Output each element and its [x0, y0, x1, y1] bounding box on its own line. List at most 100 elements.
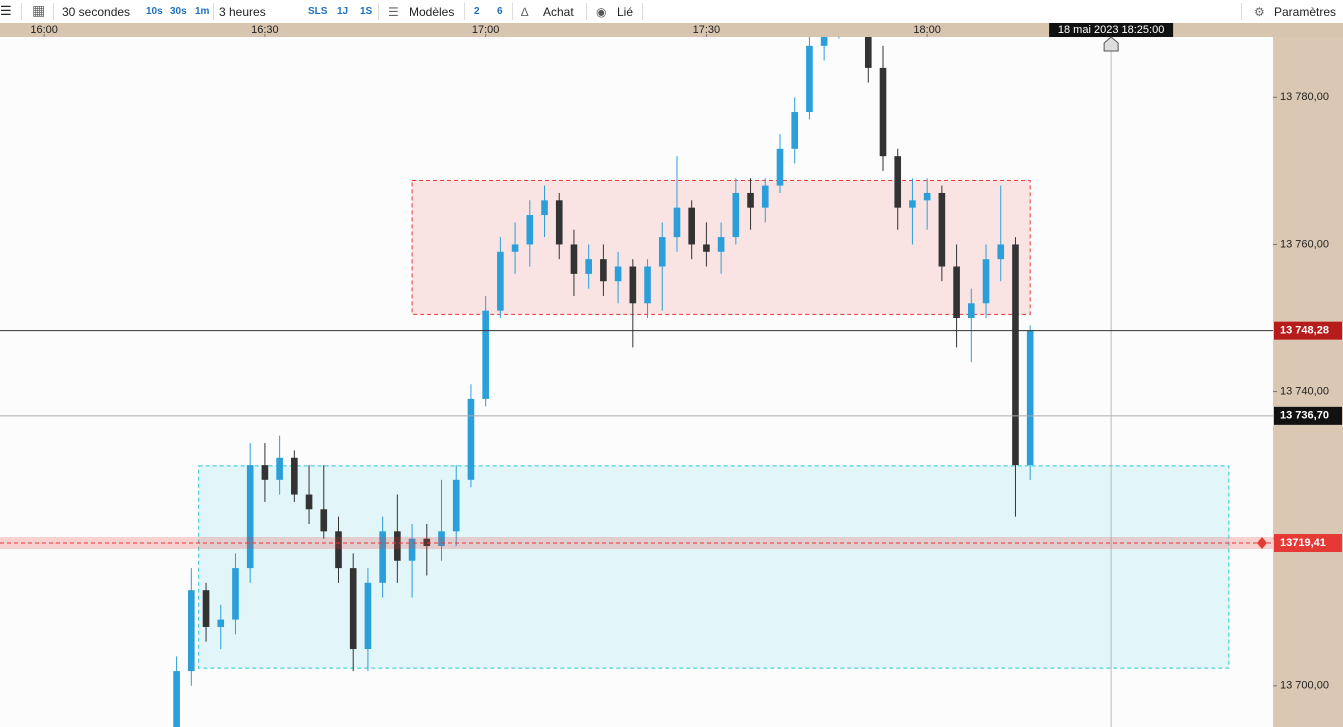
- time-axis: [0, 23, 1343, 37]
- x-tick-label: 17:00: [472, 24, 500, 36]
- candle-body: [658, 237, 666, 267]
- candle-body: [967, 303, 975, 319]
- candle-body: [452, 479, 460, 532]
- toolbar: ☰ ▦ 30 secondes 10s 30s 1m 3 heures SLS …: [0, 0, 1343, 24]
- price-badge: [1274, 534, 1342, 553]
- alert-icon: [1257, 537, 1267, 550]
- candle-body: [320, 509, 328, 532]
- candle-body: [349, 568, 357, 650]
- candle-body: [379, 531, 386, 583]
- quick-range[interactable]: SLS: [308, 6, 328, 17]
- candle-body: [761, 185, 769, 208]
- candle-body: [923, 192, 931, 201]
- quick-interval[interactable]: 30s: [170, 6, 187, 17]
- candle-body: [997, 244, 1005, 260]
- candle-body: [982, 259, 990, 304]
- candle-body: [232, 568, 239, 620]
- linked[interactable]: Lié: [617, 5, 634, 19]
- candle-body: [1026, 330, 1034, 466]
- count[interactable]: 2: [474, 6, 480, 17]
- candle-body: [246, 465, 254, 569]
- candle-body: [820, 37, 828, 46]
- candle-body: [938, 192, 946, 267]
- candle-body: [894, 156, 902, 208]
- quick-interval[interactable]: 1m: [195, 6, 210, 17]
- menu-icon[interactable]: ☰: [0, 3, 12, 18]
- candle-body: [467, 398, 475, 480]
- candle-body: [791, 112, 799, 149]
- candle-body: [614, 266, 622, 282]
- candle-body: [541, 200, 548, 216]
- candle-body: [570, 244, 578, 274]
- templates-icon[interactable]: ☰: [388, 5, 399, 19]
- buy-icon[interactable]: ∆: [521, 5, 529, 19]
- candle-body: [688, 207, 695, 245]
- candle-body: [585, 259, 592, 274]
- candle-body: [879, 67, 887, 157]
- price-badge-label: 13 736,70: [1280, 410, 1329, 422]
- candle-body: [394, 531, 401, 561]
- candle-body: [555, 200, 563, 245]
- price-axis: [1273, 37, 1343, 727]
- candle-body: [364, 582, 372, 650]
- candle-body: [305, 494, 313, 510]
- candle-body: [673, 207, 681, 238]
- y-tick-label: 13 700,00: [1280, 680, 1329, 692]
- candle-body: [438, 531, 445, 547]
- quick-interval[interactable]: 10s: [146, 6, 163, 17]
- templates[interactable]: Modèles: [409, 5, 455, 19]
- candle-body: [335, 531, 342, 569]
- quick-range[interactable]: 1J: [337, 6, 349, 17]
- x-tick-label: 16:30: [251, 24, 279, 36]
- price-badge: [1274, 406, 1342, 425]
- settings[interactable]: Paramètres: [1274, 5, 1337, 19]
- candle-body: [526, 215, 534, 245]
- buy[interactable]: Achat: [543, 5, 574, 19]
- y-tick-label: 13 760,00: [1280, 238, 1329, 250]
- candle-body: [864, 37, 872, 68]
- candle-body: [173, 671, 180, 727]
- y-tick-label: 13 780,00: [1280, 91, 1329, 103]
- range[interactable]: 3 heures: [219, 5, 266, 19]
- count[interactable]: 6: [497, 6, 503, 17]
- x-tick-label: 18:00: [913, 24, 941, 36]
- candle-body: [202, 590, 210, 627]
- candle-body: [806, 45, 813, 113]
- price-badge-label: 13 748,28: [1280, 325, 1329, 337]
- candle-body: [703, 244, 710, 252]
- candle-body: [423, 538, 431, 547]
- crosshair-marker: [1103, 36, 1119, 52]
- price-badge-label: 13719,41: [1280, 537, 1326, 549]
- candle-body: [953, 266, 960, 319]
- candle-body: [482, 310, 489, 399]
- candle-body: [644, 266, 651, 304]
- candle-body: [291, 457, 298, 495]
- candle-body: [188, 590, 195, 672]
- candle-body: [276, 457, 283, 480]
- crosshair-label: 18 mai 2023 18:25:00: [1058, 24, 1164, 36]
- candle-body: [776, 148, 784, 186]
- x-tick-label: 16:00: [30, 24, 58, 36]
- candle-body: [629, 266, 637, 304]
- y-tick-label: 13 740,00: [1280, 385, 1329, 397]
- candle-body: [717, 237, 725, 252]
- candle-body: [747, 192, 754, 208]
- plot-area: [0, 37, 1273, 727]
- linked-icon[interactable]: ◉: [596, 5, 607, 19]
- x-tick-label: 17:30: [693, 24, 721, 36]
- candle-body: [732, 192, 740, 238]
- price-badge: [1274, 321, 1342, 340]
- settings-icon[interactable]: ⚙: [1254, 5, 1265, 19]
- crosshair-badge: [1049, 23, 1174, 37]
- candle-body: [408, 538, 416, 561]
- candle-body: [600, 259, 607, 282]
- candle-body: [909, 200, 916, 208]
- interval[interactable]: 30 secondes: [62, 5, 131, 19]
- quick-range[interactable]: 1S: [360, 6, 373, 17]
- alert-band: [0, 537, 1273, 550]
- candle-body: [511, 244, 519, 252]
- candle-body: [261, 465, 269, 480]
- layout-icon[interactable]: ▦: [32, 2, 46, 18]
